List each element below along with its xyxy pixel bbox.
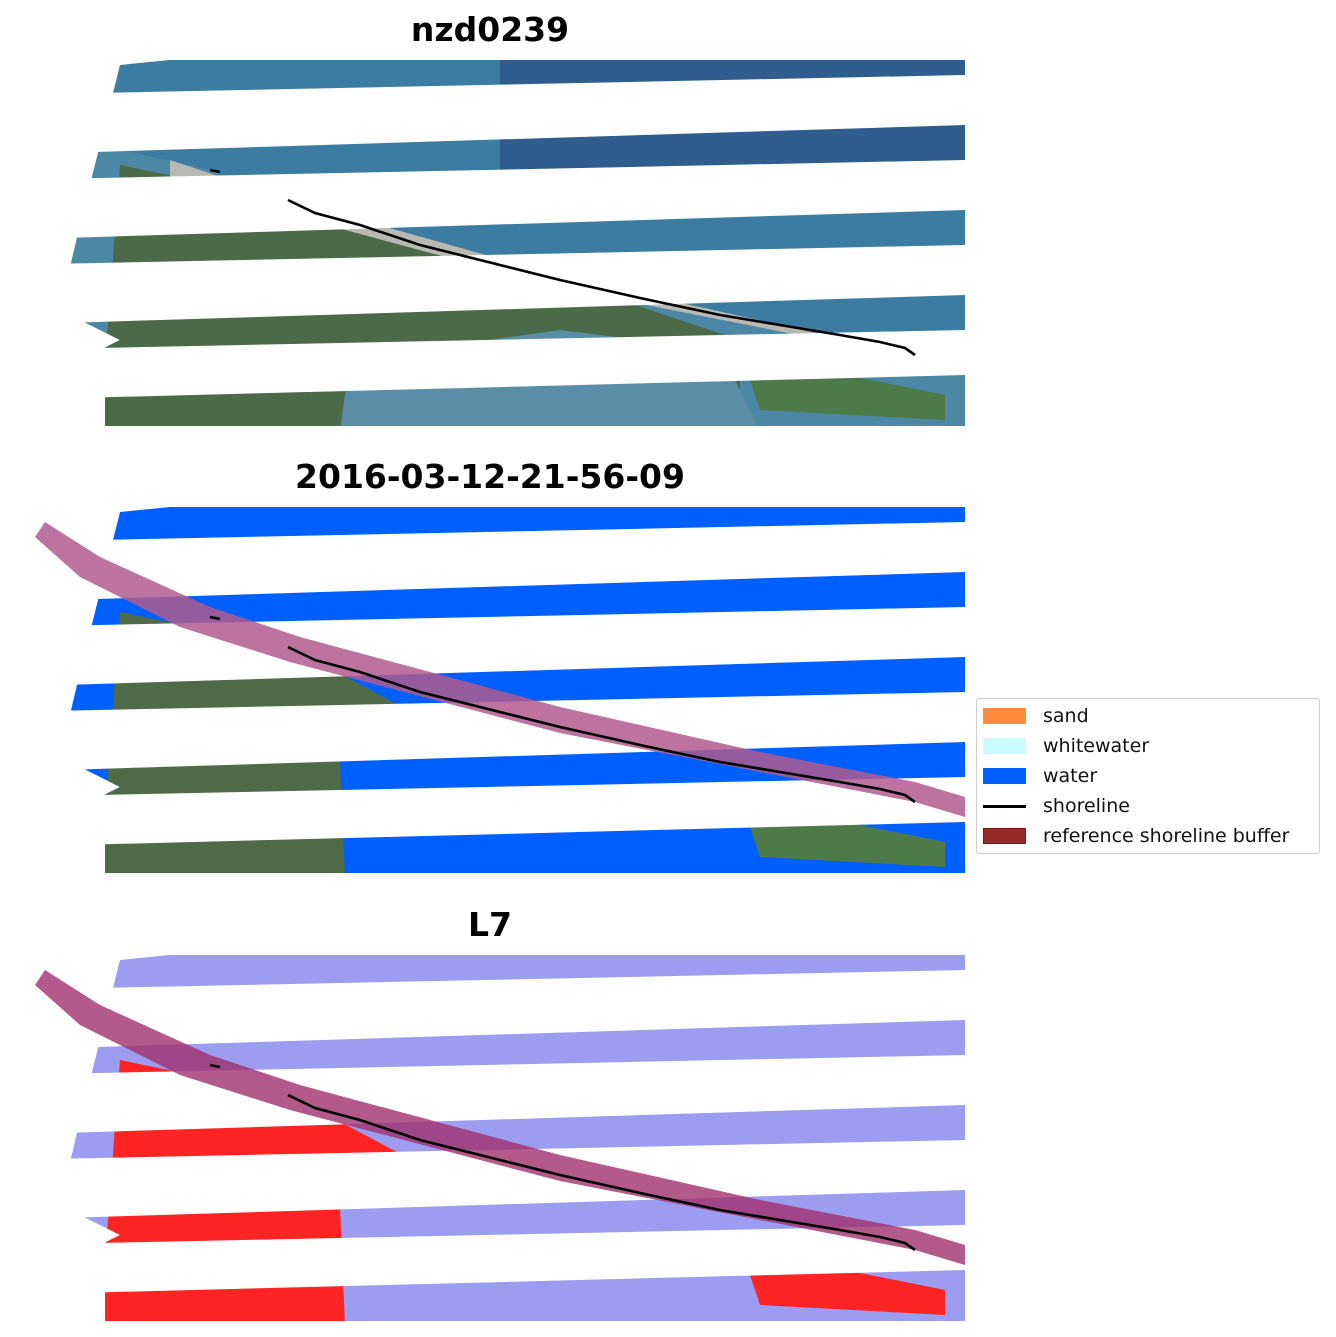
legend-item-buffer: reference shoreline buffer: [983, 824, 1289, 848]
shoreline-line-swatch: [983, 804, 1026, 808]
legend-label: reference shoreline buffer: [1043, 825, 1290, 847]
scanline-gaps: [0, 945, 965, 1295]
legend-label: water: [1043, 765, 1098, 787]
legend-item-sand: sand: [983, 704, 1089, 728]
sand-swatch: [983, 708, 1026, 724]
panel-title-classified: 2016-03-12-21-56-09: [295, 457, 685, 496]
legend-label: shoreline: [1043, 795, 1130, 817]
legend-item-shoreline: shoreline: [983, 794, 1130, 818]
shoreline: [209, 1063, 916, 1252]
panel-title-rgb: nzd0239: [410, 10, 570, 49]
classified-image-panel: [0, 497, 965, 873]
buffer-swatch: [983, 828, 1026, 844]
shoreline: [209, 168, 916, 357]
water-swatch: [983, 768, 1026, 784]
panel-title-index: L7: [468, 905, 512, 944]
whitewater-swatch: [983, 738, 1026, 754]
legend-label: sand: [1043, 705, 1089, 727]
shoreline: [209, 615, 916, 804]
legend: sand whitewater water shoreline referenc…: [976, 698, 1320, 854]
legend-label: whitewater: [1043, 735, 1150, 757]
legend-item-water: water: [983, 764, 1097, 788]
index-image-panel: [0, 945, 965, 1321]
rgb-image-panel: [0, 50, 965, 426]
legend-item-whitewater: whitewater: [983, 734, 1149, 758]
scanline-gaps: [0, 50, 965, 400]
